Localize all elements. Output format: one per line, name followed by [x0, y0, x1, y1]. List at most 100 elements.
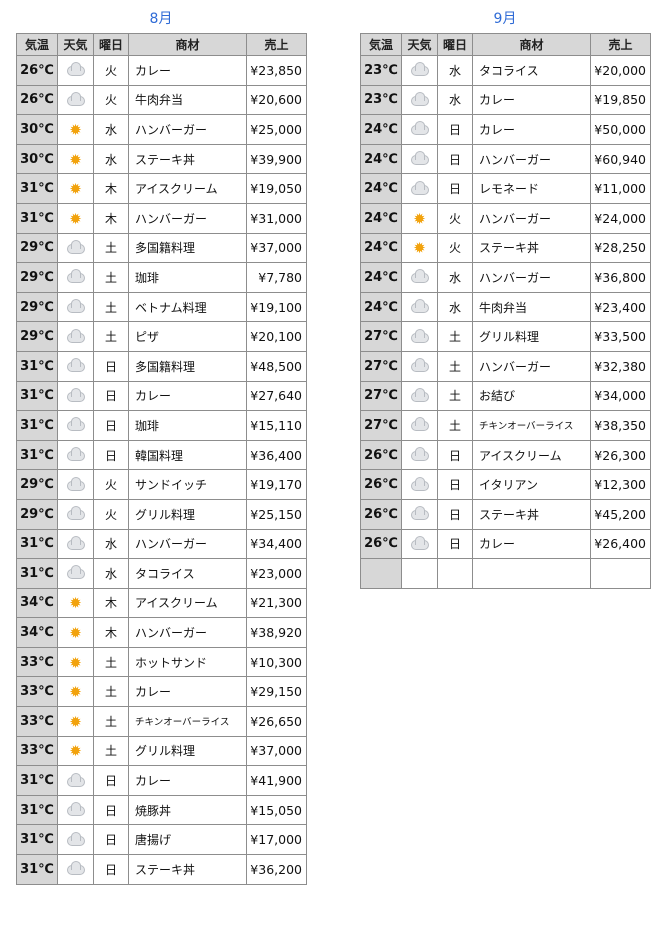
sales-cell: ¥10,300: [246, 646, 307, 678]
weather-cell: ✹: [57, 617, 94, 648]
product-cell: ステーキ丼: [472, 232, 591, 264]
table-row: 31℃ 日カレー ¥41,900: [16, 765, 307, 796]
cloud-icon: [410, 447, 429, 462]
sun-icon: ✹: [69, 653, 82, 672]
table-row: 33℃ ✹ 土ホットサンド ¥10,300: [16, 646, 307, 678]
weather-cell: [57, 84, 94, 116]
cloud-icon: [66, 269, 85, 284]
product-cell: カレー: [128, 765, 247, 796]
temperature-cell: 24℃: [360, 173, 402, 204]
table-row: 31℃ 日韓国料理 ¥36,400: [16, 439, 307, 471]
table-row: 31℃ 日焼豚丼 ¥15,050: [16, 794, 307, 826]
weekday-cell: 日: [93, 439, 129, 471]
weather-cell: [401, 55, 438, 86]
cloud-icon: [410, 269, 429, 284]
sales-cell: ¥26,300: [590, 439, 651, 471]
header-sales: 売上: [590, 33, 651, 56]
weather-cell: [401, 498, 438, 530]
temperature-cell: 29℃: [16, 321, 58, 352]
weather-cell: ✹: [57, 676, 94, 708]
sales-cell: [590, 558, 651, 589]
temperature-cell: 33℃: [16, 706, 58, 737]
weather-cell: [57, 262, 94, 293]
weather-cell: [57, 765, 94, 796]
weather-cell: [57, 794, 94, 826]
weekday-cell: 日: [437, 528, 473, 560]
temperature-cell: 31℃: [16, 380, 58, 412]
sales-cell: ¥38,920: [246, 617, 307, 648]
weekday-cell: 水: [93, 143, 129, 175]
weekday-cell: 火: [93, 498, 129, 530]
cloud-icon: [66, 299, 85, 314]
product-cell: グリル料理: [128, 735, 247, 767]
weather-cell: [57, 55, 94, 86]
weekday-cell: 水: [93, 558, 129, 589]
sales-cell: ¥36,800: [590, 262, 651, 293]
sales-cell: ¥50,000: [590, 114, 651, 145]
table-row: 27℃ 土チキンオーバーライス ¥38,350: [360, 410, 651, 441]
weekday-cell: 木: [93, 587, 129, 619]
table-row: 24℃ 日レモネード ¥11,000: [360, 173, 651, 204]
product-cell: ハンバーガー: [472, 262, 591, 293]
temperature-cell: 24℃: [360, 202, 402, 234]
table-row: 24℃ 日カレー ¥50,000: [360, 114, 651, 145]
weather-cell: [401, 143, 438, 175]
temperature-cell: 26℃: [360, 528, 402, 560]
table-row: 31℃ ✹ 木ハンバーガー ¥31,000: [16, 202, 307, 234]
weekday-cell: 土: [437, 380, 473, 412]
weather-cell: [57, 528, 94, 560]
sales-cell: ¥27,640: [246, 380, 307, 412]
weekday-cell: 木: [93, 173, 129, 204]
sun-icon: ✹: [69, 150, 82, 169]
table-row: 31℃ ✹ 木アイスクリーム ¥19,050: [16, 173, 307, 204]
table-row: 24℃ 水ハンバーガー ¥36,800: [360, 262, 651, 293]
temperature-cell: 24℃: [360, 291, 402, 323]
sales-cell: ¥32,380: [590, 350, 651, 382]
temperature-cell: 31℃: [16, 173, 58, 204]
table-row: 27℃ 土ハンバーガー ¥32,380: [360, 350, 651, 382]
product-cell: お結び: [472, 380, 591, 412]
sales-cell: ¥60,940: [590, 143, 651, 175]
cloud-icon: [66, 565, 85, 580]
cloud-icon: [66, 62, 85, 77]
temperature-cell: 30℃: [16, 143, 58, 175]
weather-cell: [401, 84, 438, 116]
cloud-icon: [410, 299, 429, 314]
cloud-icon: [410, 62, 429, 77]
sales-cell: ¥36,200: [246, 854, 307, 885]
sun-icon: ✹: [69, 120, 82, 139]
august-sales-table: 気温 天気 曜日 商材 売上 26℃ 火カレー ¥23,850 26℃ 火牛肉弁当 ¥20…: [16, 33, 307, 885]
product-cell: 珈琲: [128, 410, 247, 441]
table-row: 26℃ 日イタリアン ¥12,300: [360, 469, 651, 500]
sales-cell: ¥26,400: [590, 528, 651, 560]
table-row: 24℃ ✹ 火ステーキ丼 ¥28,250: [360, 232, 651, 264]
sun-icon: ✹: [413, 239, 426, 258]
cloud-icon: [66, 358, 85, 373]
product-cell: イタリアン: [472, 469, 591, 500]
sun-icon: ✹: [69, 209, 82, 228]
cloud-icon: [410, 121, 429, 136]
temperature-cell: 24℃: [360, 114, 402, 145]
sales-cell: ¥45,200: [590, 498, 651, 530]
weekday-cell: 土: [93, 321, 129, 352]
weekday-cell: 日: [93, 854, 129, 885]
sales-cell: ¥21,300: [246, 587, 307, 619]
cloud-icon: [410, 180, 429, 195]
sales-cell: ¥7,780: [246, 262, 307, 293]
temperature-cell: 24℃: [360, 232, 402, 264]
weekday-cell: 日: [93, 410, 129, 441]
weekday-cell: 日: [437, 114, 473, 145]
weekday-cell: 火: [437, 232, 473, 264]
table-row: 34℃ ✹ 木アイスクリーム ¥21,300: [16, 587, 307, 619]
table-row: 31℃ 水ハンバーガー ¥34,400: [16, 528, 307, 560]
sales-cell: ¥12,300: [590, 469, 651, 500]
sales-cell: ¥41,900: [246, 765, 307, 796]
product-cell: ハンバーガー: [128, 528, 247, 560]
sales-cell: ¥37,000: [246, 232, 307, 264]
product-cell: 牛肉弁当: [128, 84, 247, 116]
header-weekday: 曜日: [93, 33, 129, 56]
weather-cell: ✹: [57, 646, 94, 678]
weather-cell: [57, 410, 94, 441]
table-row: 26℃ 火カレー ¥23,850: [16, 55, 307, 86]
product-cell: カレー: [472, 114, 591, 145]
